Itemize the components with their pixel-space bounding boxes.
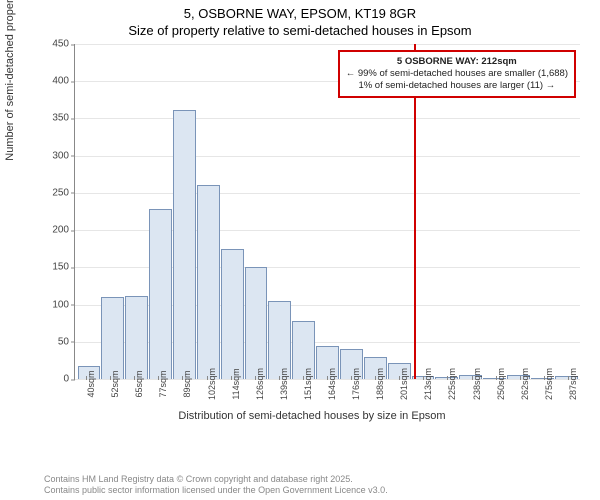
chart-area: 5 OSBORNE WAY: 212sqm ← 99% of semi-deta…: [44, 44, 580, 424]
annotation-line2: ← 99% of semi-detached houses are smalle…: [346, 68, 568, 80]
y-tick: 200: [52, 225, 75, 236]
histogram-bar: [221, 249, 244, 379]
footer-line2: Contains public sector information licen…: [44, 485, 388, 496]
footer-attribution: Contains HM Land Registry data © Crown c…: [44, 474, 388, 497]
x-tick-label: 151sqm: [303, 368, 313, 400]
x-tick-label: 139sqm: [279, 368, 289, 400]
y-tick: 50: [58, 336, 75, 347]
histogram-bar: [125, 296, 148, 379]
y-tick: 450: [52, 39, 75, 50]
x-tick-label: 176sqm: [351, 368, 361, 400]
histogram-bar: [101, 297, 124, 379]
histogram-bar: [245, 267, 268, 379]
x-tick-label: 77sqm: [158, 370, 168, 397]
x-tick-label: 40sqm: [86, 370, 96, 397]
y-tick: 400: [52, 76, 75, 87]
x-tick-label: 89sqm: [182, 370, 192, 397]
histogram-bar: [197, 185, 220, 379]
y-tick: 350: [52, 113, 75, 124]
title-line1: 5, OSBORNE WAY, EPSOM, KT19 8GR: [0, 6, 600, 23]
x-tick-label: 114sqm: [231, 368, 241, 399]
histogram-bar: [149, 209, 172, 379]
title-line2: Size of property relative to semi-detach…: [0, 23, 600, 40]
annotation-line3: 1% of semi-detached houses are larger (1…: [346, 80, 568, 92]
chart-title: 5, OSBORNE WAY, EPSOM, KT19 8GR Size of …: [0, 0, 600, 40]
y-tick: 300: [52, 150, 75, 161]
x-tick-label: 287sqm: [568, 368, 578, 400]
x-tick-label: 275sqm: [544, 368, 554, 400]
x-tick-label: 126sqm: [255, 368, 265, 400]
x-tick-label: 250sqm: [496, 368, 506, 400]
x-tick-label: 164sqm: [327, 368, 337, 400]
y-tick: 100: [52, 299, 75, 310]
annotation-line1: 5 OSBORNE WAY: 212sqm: [346, 56, 568, 68]
y-tick: 150: [52, 262, 75, 273]
footer-line1: Contains HM Land Registry data © Crown c…: [44, 474, 388, 485]
y-tick: 250: [52, 187, 75, 198]
x-tick-label: 225sqm: [447, 368, 457, 400]
x-tick-label: 262sqm: [520, 368, 530, 400]
x-tick-label: 213sqm: [423, 368, 433, 400]
x-tick-label: 52sqm: [110, 370, 120, 397]
y-axis-label: Number of semi-detached properties: [4, 0, 16, 161]
x-tick-label: 65sqm: [134, 370, 144, 397]
x-tick-label: 238sqm: [472, 368, 482, 400]
plot-area: 5 OSBORNE WAY: 212sqm ← 99% of semi-deta…: [74, 44, 580, 380]
x-tick-label: 102sqm: [207, 368, 217, 400]
histogram-bar: [173, 110, 196, 379]
x-tick-label: 201sqm: [399, 368, 409, 400]
annotation-box: 5 OSBORNE WAY: 212sqm ← 99% of semi-deta…: [338, 50, 576, 98]
x-tick-label: 188sqm: [375, 368, 385, 400]
x-axis-label: Distribution of semi-detached houses by …: [44, 410, 580, 422]
